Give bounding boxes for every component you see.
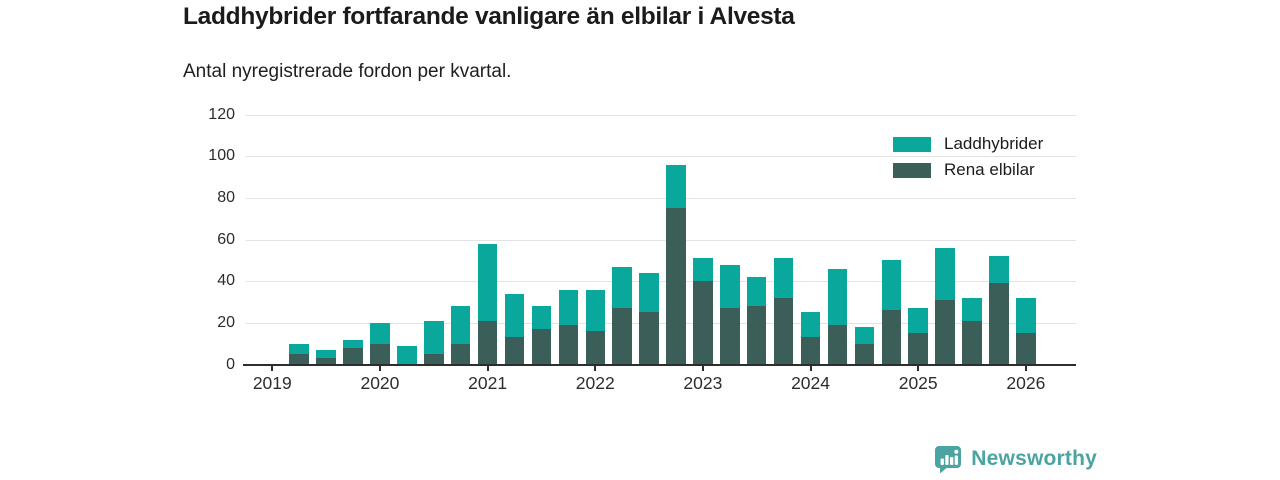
bar-segment-rena-elbilar [504,337,525,365]
bar-segment-laddhybrider [773,258,794,298]
chart-subtitle: Antal nyregistrerade fordon per kvartal. [183,61,512,82]
legend: Laddhybrider Rena elbilar [893,131,1043,183]
legend-item-rena-elbilar: Rena elbilar [893,157,1043,183]
gridline [246,239,1076,241]
x-axis-label: 2019 [252,373,292,393]
bar-segment-laddhybrider [746,277,767,307]
bar-segment-laddhybrider [693,258,713,282]
legend-label-laddhybrider: Laddhybrider [944,134,1044,153]
bar-segment-rena-elbilar [477,320,498,365]
bar-segment-laddhybrider [881,260,902,311]
x-axis-label: 2026 [1006,373,1046,393]
bar-segment-rena-elbilar [720,308,740,365]
bar-segment-laddhybrider [935,247,955,300]
bar-segment-laddhybrider [1016,297,1036,334]
page-title: Laddhybrider fortfarande vanligare än el… [183,3,795,30]
bar-segment-laddhybrider [989,256,1009,284]
bar-segment-laddhybrider [639,272,659,313]
bar-segment-laddhybrider [962,297,982,321]
legend-label-rena-elbilar: Rena elbilar [944,160,1035,179]
bar-segment-laddhybrider [450,306,471,344]
y-axis-label: 60 [217,230,235,248]
bar-segment-laddhybrider [854,327,875,344]
bar-segment-laddhybrider [612,266,632,309]
newsworthy-brand[interactable]: Newsworthy [933,444,1097,474]
bar-segment-rena-elbilar [585,331,605,365]
bar-segment-rena-elbilar [989,283,1009,365]
y-axis-label: 20 [217,313,235,331]
bar-segment-laddhybrider [424,320,444,355]
bar-segment-laddhybrider [558,289,579,325]
bar-segment-laddhybrider [585,289,605,332]
bar-segment-laddhybrider [827,268,848,325]
newsworthy-logo-icon [935,446,962,474]
bar-segment-laddhybrider [720,264,740,309]
bar-segment-rena-elbilar [962,320,982,365]
bar-segment-rena-elbilar [612,308,632,365]
bar-segment-rena-elbilar [370,343,390,365]
bar-segment-rena-elbilar [289,354,309,365]
x-axis-tick [271,365,274,371]
bar-segment-rena-elbilar [316,358,336,365]
legend-item-laddhybrider: Laddhybrider [893,131,1043,157]
bar-segment-rena-elbilar [935,299,955,365]
x-axis-label: 2021 [468,373,508,393]
bar-segment-rena-elbilar [693,281,713,365]
bar-segment-rena-elbilar [666,208,686,365]
bar-segment-rena-elbilar [531,329,552,365]
bar-segment-rena-elbilar [827,324,848,365]
bar-segment-laddhybrider [316,349,336,359]
bar-segment-laddhybrider [908,308,928,334]
gridline [246,156,1076,158]
x-axis-label: 2020 [360,373,400,393]
bar-segment-laddhybrider [397,345,417,365]
y-axis-label: 0 [226,355,235,373]
bar-segment-rena-elbilar [800,337,821,365]
legend-swatch-laddhybrider-icon [893,136,931,152]
bar-segment-laddhybrider [531,306,552,330]
bar-segment-rena-elbilar [854,343,875,365]
bar-segment-rena-elbilar [1016,333,1036,365]
bar-segment-rena-elbilar [908,333,928,365]
y-axis-label: 40 [217,272,235,290]
bar-segment-rena-elbilar [881,310,902,365]
gridline [246,322,1076,324]
y-axis-label: 120 [208,105,235,123]
bar-segment-laddhybrider [370,322,390,344]
gridline [246,114,1076,116]
bar-segment-rena-elbilar [773,297,794,365]
x-axis-line [243,363,1076,366]
x-axis-label: 2022 [575,373,615,393]
newsworthy-brand-text: Newsworthy [971,447,1097,470]
x-axis-tick [917,365,920,371]
bar-segment-laddhybrider [343,339,363,348]
y-axis-label: 100 [208,147,235,165]
x-axis-tick [486,365,489,371]
bar-segment-rena-elbilar [746,306,767,365]
x-axis-tick [701,365,704,371]
bar-segment-rena-elbilar [558,324,579,365]
x-axis-tick [594,365,597,371]
bar-segment-laddhybrider [504,293,525,338]
bar-segment-rena-elbilar [639,312,659,365]
legend-swatch-rena-elbilar-icon [893,162,931,178]
bar-segment-laddhybrider [800,312,821,338]
y-axis-label: 80 [217,188,235,206]
x-axis-label: 2023 [683,373,723,393]
bar-segment-rena-elbilar [450,343,471,365]
x-axis-label: 2025 [898,373,938,393]
x-axis-label: 2024 [791,373,831,393]
bar-segment-laddhybrider [666,164,686,209]
bar-segment-laddhybrider [477,243,498,321]
x-axis-tick [1024,365,1027,371]
bar-segment-rena-elbilar [343,347,363,365]
x-axis-tick [809,365,812,371]
x-axis-tick [378,365,381,371]
gridline [246,281,1076,283]
bar-segment-laddhybrider [289,343,309,355]
gridline [246,197,1076,199]
bar-segment-rena-elbilar [424,354,444,365]
